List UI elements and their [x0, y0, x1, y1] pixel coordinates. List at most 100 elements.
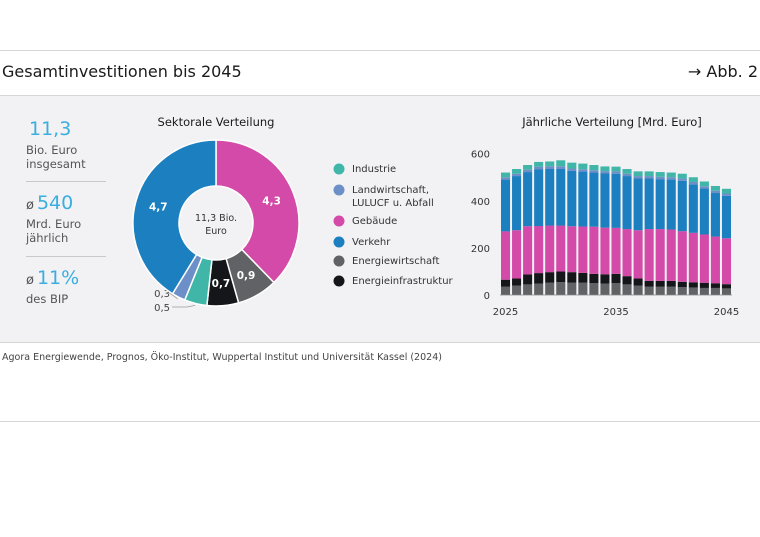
legend-label: Verkehr: [352, 237, 391, 248]
bar-segment-industrie: [710, 185, 720, 191]
bar-segment-verkehr: [500, 179, 511, 232]
pie-slice-label: 0,5: [154, 303, 170, 314]
bar-segment-energiewirtschaft: [655, 286, 665, 295]
bar-segment-gebaeude: [622, 229, 632, 277]
bar-segment-landwirtschaft-lulucf-u-abfall: [600, 171, 610, 174]
bar-segment-energieinfrastruktur: [556, 271, 566, 283]
figure-reference-link[interactable]: → Abb. 2: [687, 62, 758, 81]
bar-segment-energieinfrastruktur: [699, 282, 709, 288]
bar-segment-industrie: [699, 181, 709, 187]
bar-segment-energieinfrastruktur: [500, 279, 511, 287]
bar-segment-energieinfrastruktur: [666, 280, 676, 287]
bar-segment-energiewirtschaft: [556, 282, 566, 295]
bar-segment-landwirtschaft-lulucf-u-abfall: [710, 190, 720, 194]
bar-segment-energieinfrastruktur: [512, 278, 522, 286]
bar-segment-industrie: [688, 177, 698, 182]
bar-segment-landwirtschaft-lulucf-u-abfall: [500, 177, 511, 180]
bar-segment-energiewirtschaft: [622, 284, 632, 295]
bar-segment-gebaeude: [655, 229, 665, 281]
stat-total-label-1: Bio. Euro: [26, 143, 78, 157]
pie-center-label-1: 11,3 Bio.: [195, 213, 237, 224]
pie-chart: 4,3 0,9 0,7 0,5 0,3 4,7: [132, 139, 300, 314]
bar-segment-energieinfrastruktur: [600, 274, 610, 284]
bar-segment-energiewirtschaft: [633, 285, 643, 295]
bar-segment-energiewirtschaft: [500, 286, 511, 295]
bar-segment-gebaeude: [589, 226, 599, 274]
bar-segment-verkehr: [545, 169, 555, 226]
bar-segment-gebaeude: [578, 226, 588, 273]
stat-separator: [26, 181, 106, 182]
bar-segment-industrie: [622, 169, 632, 174]
bar-segment-landwirtschaft-lulucf-u-abfall: [666, 177, 676, 180]
legend-swatch-gebaeude: [333, 215, 345, 227]
stat-annual-value: 540: [36, 192, 74, 214]
bar-segment-landwirtschaft-lulucf-u-abfall: [644, 176, 654, 179]
bar-segment-gebaeude: [666, 229, 676, 281]
pie-slice-label: 0,3: [154, 289, 170, 300]
bar-segment-verkehr: [622, 176, 632, 230]
bar-segment-gebaeude: [677, 231, 687, 282]
bar-segment-verkehr: [633, 178, 643, 231]
y-tick-label: 0: [484, 291, 490, 302]
legend-label: Energiewirtschaft: [352, 256, 440, 267]
bar-segment-landwirtschaft-lulucf-u-abfall: [699, 186, 709, 189]
top-divider: [0, 50, 760, 51]
bar-chart-title: Jährliche Verteilung [Mrd. Euro]: [521, 115, 702, 129]
bar-segment-gebaeude: [611, 227, 621, 274]
legend-label: Industrie: [352, 164, 396, 175]
bar-segment-energieinfrastruktur: [644, 280, 654, 287]
bar-segment-landwirtschaft-lulucf-u-abfall: [611, 171, 621, 174]
stat-annual-prefix: ø: [26, 198, 34, 213]
pie-leader-line: [172, 305, 196, 308]
stat-total: 11,3 Bio. Euro insgesamt: [26, 118, 86, 171]
stat-annual-label-2: jährlich: [26, 231, 69, 245]
pie-slice-label: 4,7: [149, 202, 168, 214]
bar-segment-gebaeude: [600, 227, 610, 275]
bar-segment-gebaeude: [556, 225, 566, 272]
bar-segment-landwirtschaft-lulucf-u-abfall: [655, 176, 665, 180]
stat-gdp-prefix: ø: [26, 273, 34, 288]
legend-label: Landwirtschaft,: [352, 185, 429, 196]
y-tick-label: 600: [471, 150, 490, 161]
bar-segment-gebaeude: [523, 226, 533, 275]
bar-segment-gebaeude: [545, 225, 555, 273]
panel-bottom-divider: [0, 342, 760, 343]
bar-segment-industrie: [578, 163, 588, 170]
bar-segment-verkehr: [589, 172, 599, 227]
source-note: Agora Energiewende, Prognos, Öko-Institu…: [2, 352, 442, 363]
bar-segment-landwirtschaft-lulucf-u-abfall: [512, 173, 522, 177]
legend-swatch-energiewirtschaft: [333, 255, 345, 267]
bar-segment-industrie: [512, 169, 522, 174]
bar-segment-energiewirtschaft: [600, 283, 610, 295]
pie-chart-title: Sektorale Verteilung: [158, 115, 275, 129]
pie-slice-verkehr: [132, 139, 217, 295]
bar-segment-verkehr: [699, 188, 709, 235]
legend-label: LULUCF u. Abfall: [352, 198, 434, 209]
bar-segment-energiewirtschaft: [677, 287, 687, 295]
stat-total-label-2: insgesamt: [26, 157, 86, 171]
pie-center-label-2: Euro: [205, 226, 227, 237]
chart-panel: [0, 96, 760, 342]
bar-segment-verkehr: [666, 179, 676, 230]
bar-segment-industrie: [600, 166, 610, 172]
legend-swatch-landwirtschaft-lulucf-u-abfall: [333, 184, 345, 196]
bar-segment-energiewirtschaft: [699, 287, 709, 295]
bar-segment-industrie: [611, 166, 621, 172]
bar-segment-industrie: [534, 161, 544, 167]
bar-segment-energieinfrastruktur: [523, 274, 533, 285]
bar-segment-industrie: [655, 172, 665, 177]
pie-slice-gebaeude: [215, 139, 300, 284]
y-tick-label: 200: [471, 244, 490, 255]
stat-gdp-value: 11%: [36, 267, 80, 289]
stat-gdp-label-1: des BIP: [26, 292, 69, 306]
bar-segment-energiewirtschaft: [710, 287, 720, 295]
bar-segment-gebaeude: [512, 230, 522, 279]
bar-segment-energiewirtschaft: [666, 286, 676, 295]
stat-annual: ø 540 Mrd. Euro jährlich: [26, 192, 81, 245]
bar-chart: 0 200 400 600 2025 2035 2045: [471, 150, 739, 318]
bar-segment-energiewirtschaft: [578, 282, 588, 295]
bar-segment-energieinfrastruktur: [721, 284, 732, 289]
legend-swatch-industrie: [333, 163, 345, 175]
bar-segment-verkehr: [600, 173, 610, 228]
bar-segment-energieinfrastruktur: [545, 272, 555, 283]
